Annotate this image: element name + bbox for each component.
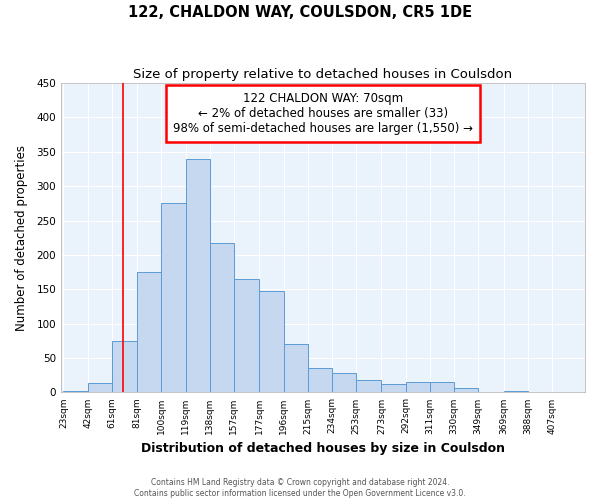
Bar	[112, 341, 137, 392]
Text: 122 CHALDON WAY: 70sqm
← 2% of detached houses are smaller (33)
98% of semi-deta: 122 CHALDON WAY: 70sqm ← 2% of detached …	[173, 92, 473, 136]
X-axis label: Distribution of detached houses by size in Coulsdon: Distribution of detached houses by size …	[141, 442, 505, 455]
Bar	[137, 272, 161, 392]
Bar	[185, 158, 210, 392]
Bar	[234, 279, 259, 392]
Bar	[406, 382, 430, 392]
Bar	[430, 382, 454, 392]
Bar	[161, 204, 185, 392]
Bar	[88, 384, 112, 392]
Bar	[284, 344, 308, 393]
Text: Contains HM Land Registry data © Crown copyright and database right 2024.
Contai: Contains HM Land Registry data © Crown c…	[134, 478, 466, 498]
Bar	[382, 384, 406, 392]
Bar	[64, 391, 88, 392]
Bar	[210, 242, 234, 392]
Bar	[332, 373, 356, 392]
Bar	[308, 368, 332, 392]
Bar	[259, 292, 284, 392]
Bar	[356, 380, 382, 392]
Text: 122, CHALDON WAY, COULSDON, CR5 1DE: 122, CHALDON WAY, COULSDON, CR5 1DE	[128, 5, 472, 20]
Bar	[454, 388, 478, 392]
Y-axis label: Number of detached properties: Number of detached properties	[15, 144, 28, 330]
Bar	[503, 391, 528, 392]
Title: Size of property relative to detached houses in Coulsdon: Size of property relative to detached ho…	[133, 68, 512, 80]
